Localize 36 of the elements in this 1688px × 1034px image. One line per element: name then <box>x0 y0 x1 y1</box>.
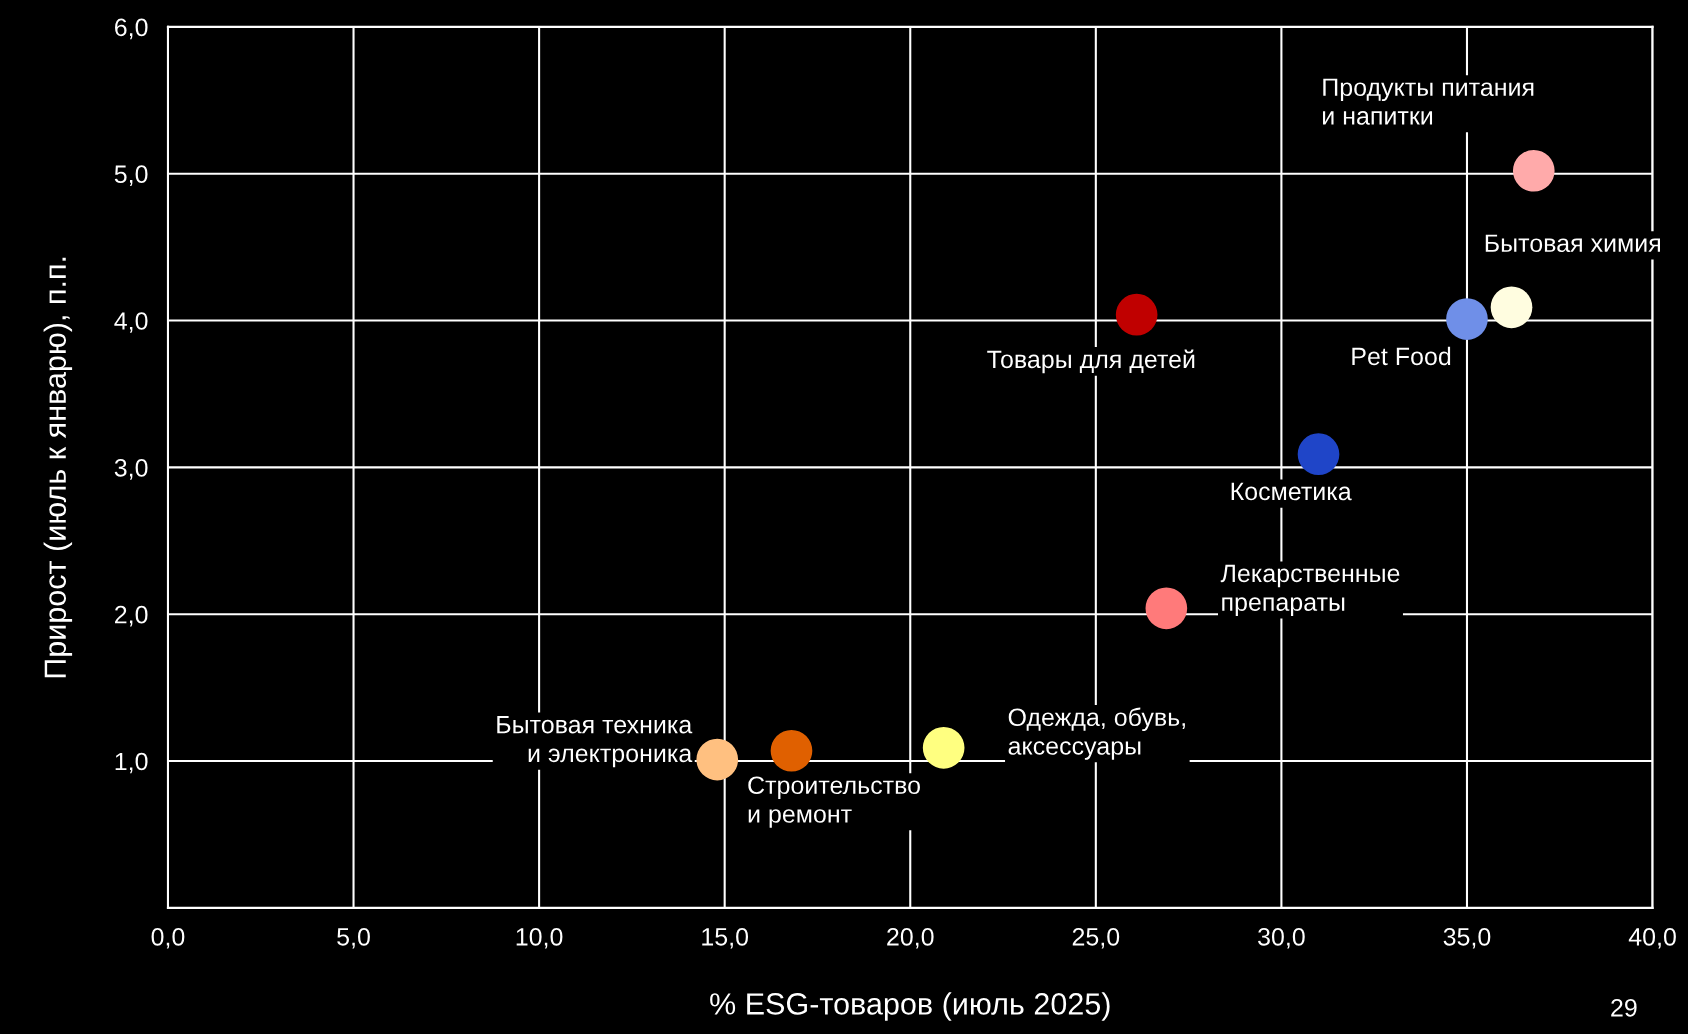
x-tick-label: 0,0 <box>151 927 185 949</box>
y-tick-label: 4,0 <box>114 312 148 333</box>
y-tick-label: 5,0 <box>114 165 148 186</box>
series-label: Строительство и ремонт <box>748 776 920 828</box>
x-tick-label: 10,0 <box>516 927 563 949</box>
y-tick-label: 3,0 <box>114 458 148 480</box>
x-tick-label: 25,0 <box>1072 927 1120 949</box>
x-tick-label: 5,0 <box>337 927 370 949</box>
x-tick-label: 40,0 <box>1628 927 1676 949</box>
point <box>1115 293 1158 336</box>
point <box>922 726 965 769</box>
series-label: Бытовая химия <box>1485 234 1660 253</box>
series-label: Pet Food <box>1352 346 1451 366</box>
point <box>1145 587 1188 630</box>
y-tick-label: 6,0 <box>115 18 148 40</box>
x-tick-label: 15,0 <box>702 927 749 949</box>
series-label: Бытовая техника и электроника <box>497 716 693 768</box>
point <box>1490 286 1533 329</box>
y-axis-title: Прирост (июль к январю), п.п. <box>43 257 73 678</box>
series-label: Товары для детей <box>987 349 1195 374</box>
x-tick-label: 30,0 <box>1258 927 1305 949</box>
point <box>1297 433 1340 475</box>
point <box>770 729 813 772</box>
series-label: Продукты питания и напитки <box>1323 78 1534 125</box>
point <box>696 738 739 781</box>
series-label: Косметика <box>1231 482 1352 501</box>
point <box>1446 298 1488 340</box>
series-label: Лекарственные препараты <box>1220 564 1400 616</box>
x-tick-label: 20,0 <box>887 927 934 949</box>
y-tick-label: 2,0 <box>115 605 148 627</box>
point <box>1512 149 1555 192</box>
series-label: Одежда, обувь, аксессуары <box>1008 707 1185 760</box>
x-axis-title: % ESG-товаров (июль 2025) <box>710 992 1110 1021</box>
y-tick-label: 1,0 <box>115 752 148 774</box>
x-tick-label: 35,0 <box>1443 927 1491 949</box>
text: 29 <box>1611 998 1637 1017</box>
